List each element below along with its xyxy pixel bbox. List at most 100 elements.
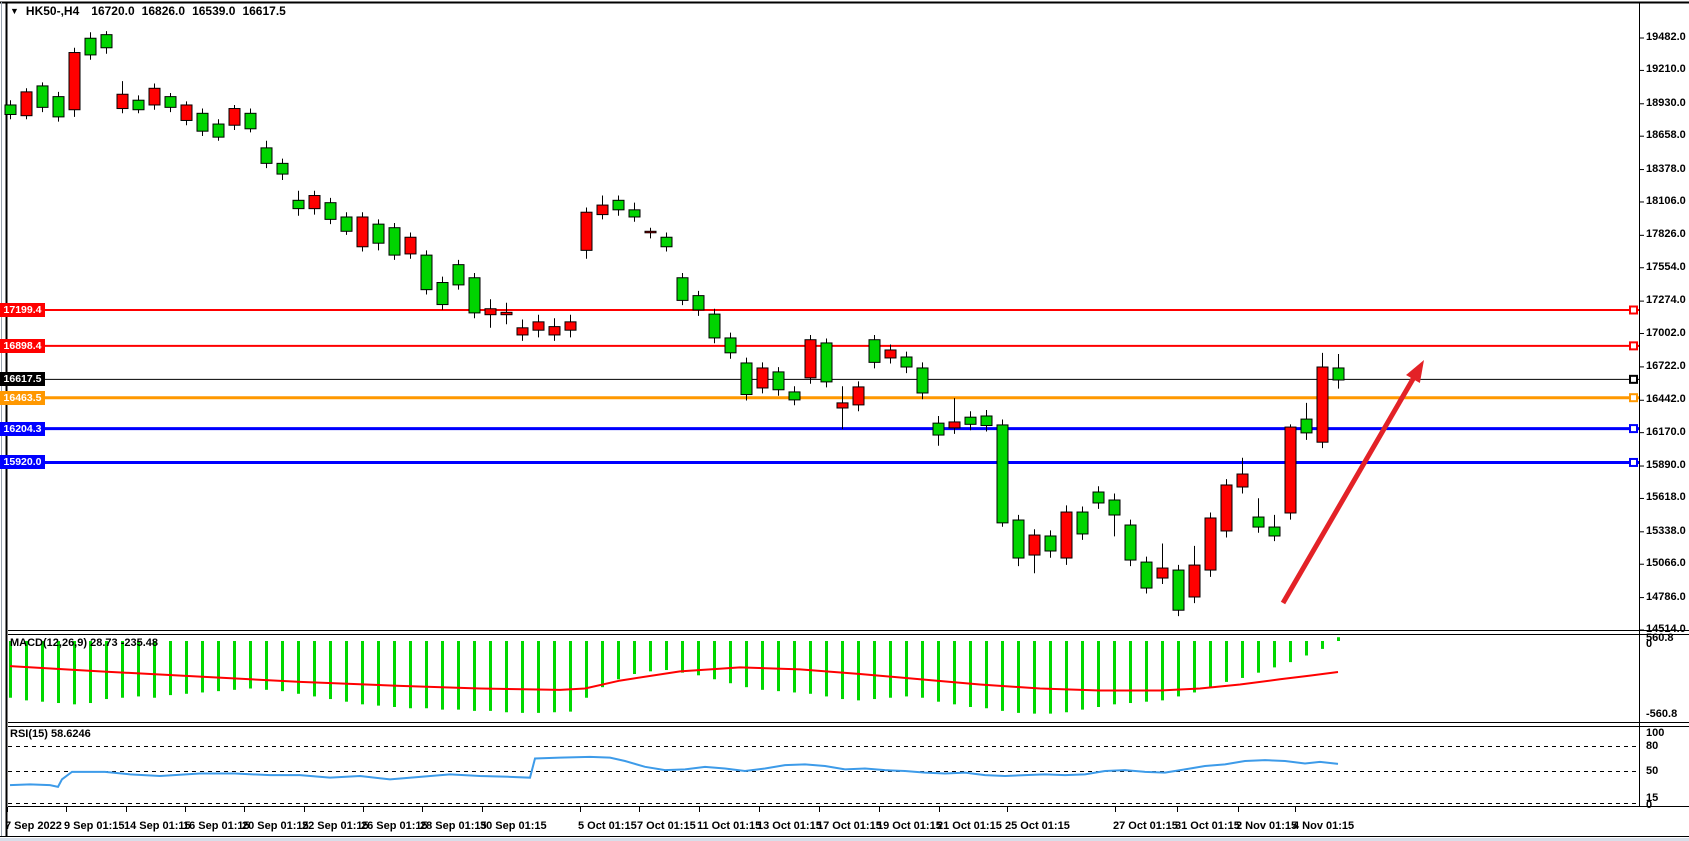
candle-body [1076, 511, 1089, 535]
candle-body [772, 371, 785, 391]
price-line-badge: 16463.5 [0, 390, 45, 405]
price-tick-label: 17002.0 [1646, 326, 1686, 339]
candle-body [260, 147, 273, 164]
price-line-badge: 16898.4 [0, 338, 45, 353]
macd-indicator-label: MACD(12,26,9) 28.73 -235.48 [10, 637, 158, 649]
price-line-anchor [1629, 393, 1638, 403]
candle-body [500, 311, 513, 316]
time-tick-label: 4 Nov 01:15 [1293, 820, 1355, 832]
time-tick-label: 30 Sep 01:15 [480, 820, 547, 832]
time-tick-label: 11 Oct 01:15 [697, 820, 762, 832]
candle-body [100, 34, 113, 49]
time-tick-label: 28 Sep 01:15 [420, 820, 487, 832]
ohlc-close: 16617.5 [242, 4, 286, 18]
rsi-axis-label: 100 [1646, 727, 1665, 739]
time-tick-label: 20 Sep 01:15 [242, 820, 309, 832]
candle-body [916, 367, 929, 394]
candle-body [548, 326, 561, 336]
candle-body [1156, 567, 1169, 579]
candle-body [52, 96, 65, 118]
candle-body [436, 282, 449, 306]
candle-body [1172, 569, 1185, 611]
rsi-name: RSI(15) [10, 728, 48, 740]
macd-main-value: 28.73 [90, 637, 118, 649]
price-tick-label: 19482.0 [1646, 31, 1686, 43]
candle-body [900, 356, 913, 368]
candle-body [612, 199, 625, 211]
candle-body [884, 349, 897, 359]
time-tick-label: 27 Oct 01:15 [1113, 820, 1178, 832]
price-line-anchor [1629, 424, 1638, 434]
candle-body [292, 199, 305, 210]
candle-body [756, 367, 769, 389]
candle-body [644, 230, 657, 234]
candle-body [36, 85, 49, 108]
candle-body [20, 91, 33, 117]
candle-body [308, 195, 321, 210]
rsi-indicator-label: RSI(15) 58.6246 [10, 728, 91, 740]
macd-signal-line [9, 665, 1339, 692]
candle-body [564, 321, 577, 331]
candle-body [468, 277, 481, 314]
candle-body [596, 204, 609, 216]
candle-body [532, 321, 545, 331]
candle-body [660, 236, 673, 248]
candle-body [868, 339, 881, 363]
price-tick-label: 16722.0 [1646, 359, 1686, 372]
candle-body [1204, 517, 1217, 571]
rsi-axis-label: 15 [1646, 792, 1659, 804]
time-tick-label: 2 Nov 01:15 [1236, 820, 1298, 832]
candle-body [1300, 418, 1313, 434]
price-line-badge: 16617.5 [0, 372, 45, 387]
candle-body [68, 52, 81, 111]
macd-axis-label: 0 [1646, 638, 1653, 650]
time-tick-label: 9 Sep 01:15 [64, 820, 125, 832]
candle-body [1140, 561, 1153, 589]
candle-body [692, 295, 705, 311]
time-tick-label: 7 Oct 01:15 [637, 820, 696, 832]
candle-body [388, 227, 401, 256]
price-line-anchor [1629, 305, 1638, 315]
macd-axis-label: 560.8 [1646, 632, 1674, 644]
price-tick-label: 14786.0 [1646, 590, 1686, 603]
price-tick-label: 16170.0 [1646, 425, 1686, 438]
candle-body [740, 362, 753, 396]
price-line-badge: 17199.4 [0, 303, 45, 317]
trend-arrow-line[interactable] [1280, 372, 1419, 605]
chart-title-bar: ▼ HK50-,H4 16720.0 16826.0 16539.0 16617.5 [10, 4, 293, 18]
ohlc-high: 16826.0 [141, 4, 186, 18]
candle-body [628, 209, 641, 218]
macd-axis-label: -560.8 [1646, 708, 1678, 720]
price-tick-label: 15890.0 [1646, 459, 1686, 472]
macd-signal-value: -235.48 [120, 637, 158, 649]
rsi-line [9, 755, 1339, 788]
candle-body [212, 123, 225, 138]
time-tick-label: 5 Oct 01:15 [578, 820, 637, 832]
candle-body [116, 93, 129, 110]
price-line-anchor [1629, 341, 1638, 351]
candle-body [836, 402, 849, 409]
candle-body [404, 236, 417, 255]
candle-body [1220, 484, 1233, 532]
candle-body [1332, 367, 1345, 381]
price-line-badge: 16204.3 [0, 421, 45, 436]
price-tick-label: 18930.0 [1646, 96, 1686, 109]
candle-body [1044, 535, 1057, 552]
candle-body [1188, 564, 1201, 598]
symbol-dropdown-icon[interactable]: ▼ [10, 6, 19, 16]
price-tick-label: 14514.0 [1646, 623, 1686, 635]
candle-body [964, 416, 977, 425]
candle-body [356, 216, 369, 248]
price-tick-label: 16442.0 [1646, 393, 1686, 406]
price-tick-label: 18106.0 [1646, 194, 1686, 207]
candle-body [948, 421, 961, 429]
time-tick-label: 22 Sep 01:15 [302, 820, 369, 832]
trend-arrow-head[interactable] [1406, 360, 1424, 384]
candle-body [724, 337, 737, 354]
candle-body [132, 99, 145, 111]
candle-body [1124, 524, 1137, 561]
candle-body [1092, 491, 1105, 504]
candle-body [244, 112, 257, 130]
